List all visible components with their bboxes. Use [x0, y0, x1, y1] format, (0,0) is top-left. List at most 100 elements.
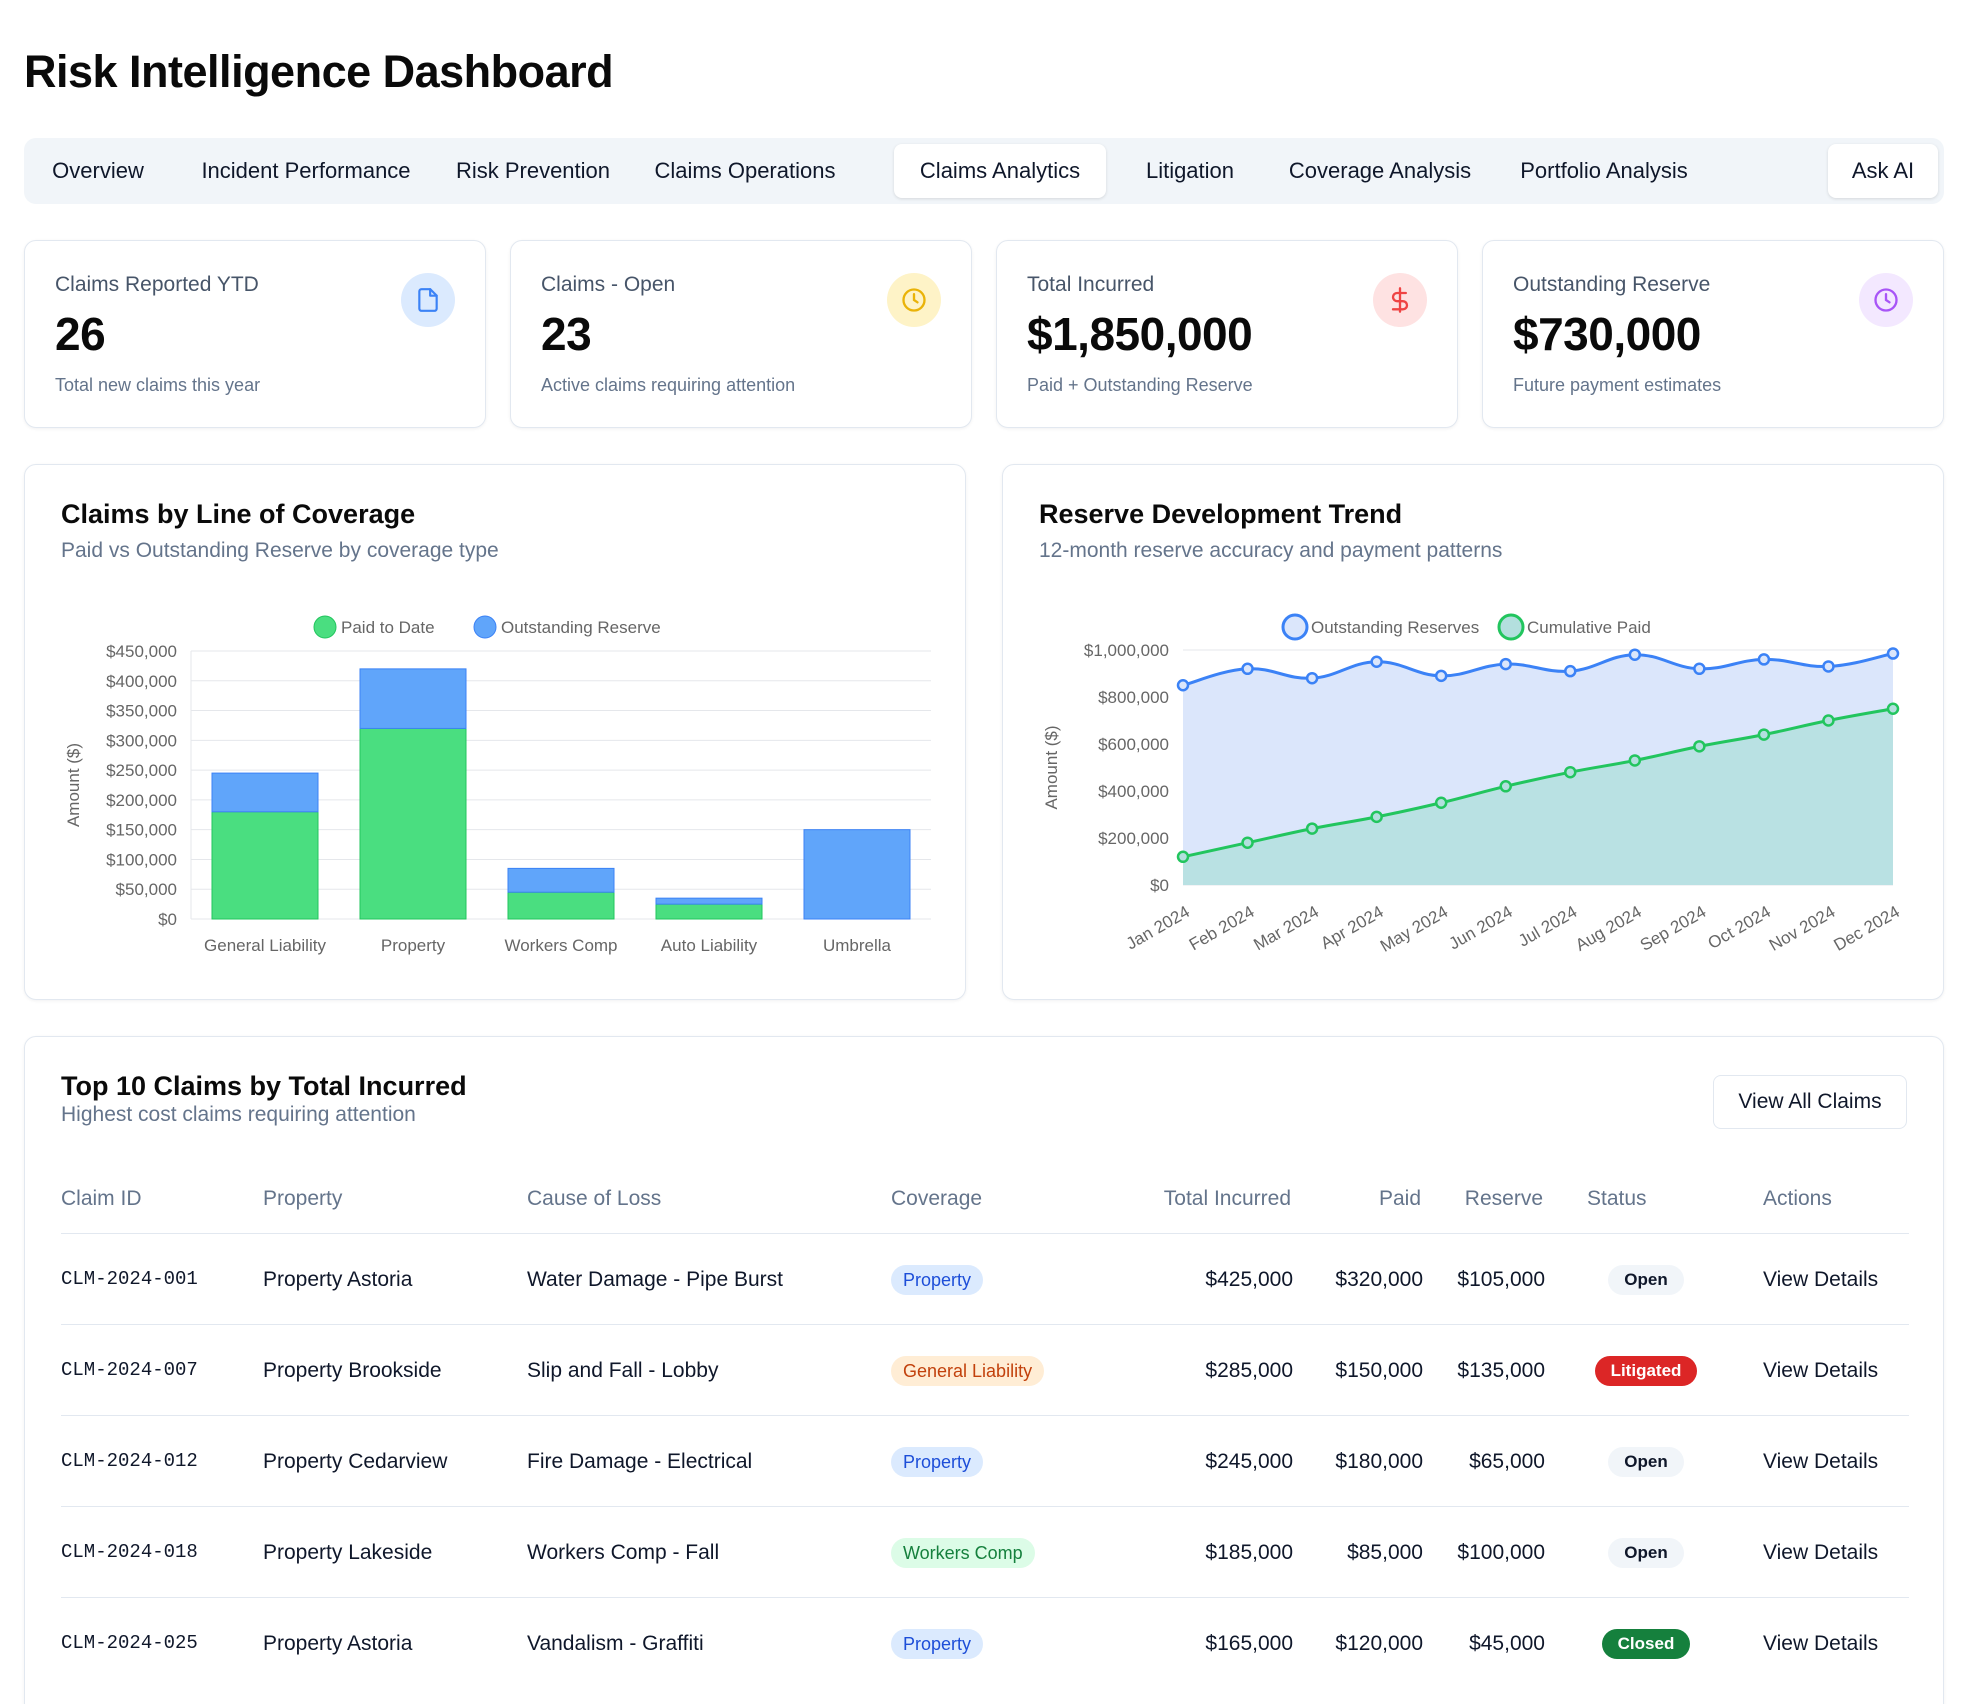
data-point [1693, 740, 1706, 753]
view-details-link[interactable]: View Details [1763, 1450, 1879, 1473]
data-point [1499, 780, 1512, 793]
y-tick-label: $200,000 [1098, 829, 1169, 848]
x-tick-label: Jul 2024 [1515, 902, 1580, 951]
legend-label: Cumulative Paid [1527, 618, 1651, 637]
data-point [1886, 647, 1900, 660]
coverage-badge: Property [891, 1629, 984, 1660]
property-name: Property Astoria [263, 1268, 413, 1291]
view-details-link[interactable]: View Details [1763, 1541, 1879, 1564]
tab-claims-operations[interactable]: Claims Operations [654, 158, 836, 183]
coverage-badge: Property [891, 1265, 984, 1296]
legend-label: Outstanding Reserve [501, 618, 661, 637]
table-row: CLM-2024-007 Property Brookside Slip and F… [61, 1324, 1909, 1415]
data-point [1499, 657, 1512, 671]
x-tick-label: Dec 2024 [1830, 902, 1903, 955]
tab-portfolio-analysis[interactable]: Portfolio Analysis [1520, 158, 1688, 183]
total-incurred: $165,000 [1205, 1632, 1293, 1655]
x-tick-label: Umbrella [823, 936, 892, 955]
y-axis-label: Amount ($) [64, 743, 83, 827]
kpi-value: $730,000 [1513, 308, 1701, 360]
reserve-amount: $45,000 [1469, 1632, 1545, 1655]
x-tick-label: Property [381, 936, 446, 955]
x-tick-label: Jun 2024 [1446, 902, 1516, 953]
data-point [1370, 655, 1383, 668]
kpi-card-claims-open: Claims - Open 23 Active claims requiring… [510, 240, 972, 428]
column-header-status: Status [1587, 1187, 1647, 1210]
view-details-link[interactable]: View Details [1763, 1359, 1879, 1382]
column-header-actions: Actions [1763, 1187, 1832, 1210]
area-cumulative-paid [1183, 708, 1893, 885]
paid-amount: $85,000 [1347, 1541, 1423, 1564]
tab-litigation[interactable]: Litigation [1145, 158, 1235, 183]
claim-id: CLM-2024-007 [61, 1359, 198, 1381]
status-badge: Open [1608, 1447, 1684, 1478]
total-incurred: $285,000 [1205, 1359, 1293, 1382]
data-point [1241, 836, 1254, 849]
chart-title: Reserve Development Trend [1039, 499, 1403, 529]
y-tick-label: $0 [1150, 876, 1169, 895]
x-tick-label: May 2024 [1377, 902, 1451, 956]
data-point [1241, 662, 1254, 676]
bar-outstanding-reserve [211, 772, 319, 813]
y-tick-label: $400,000 [106, 672, 177, 691]
kpi-card-total-incurred: Total Incurred $1,850,000 Paid + Outstan… [996, 240, 1458, 428]
chart-subtitle: Paid vs Outstanding Reserve by coverage … [61, 539, 499, 562]
chart-title: Claims by Line of Coverage [61, 499, 416, 529]
y-tick-label: $250,000 [106, 761, 177, 780]
claim-id: CLM-2024-018 [61, 1541, 198, 1563]
line-cumulative-paid [1182, 707, 1894, 859]
legend-swatch [1497, 613, 1525, 641]
y-tick-label: $800,000 [1098, 688, 1169, 707]
dollar-icon [1373, 273, 1427, 327]
tab-coverage-analysis[interactable]: Coverage Analysis [1288, 158, 1472, 183]
tab-incident-performance[interactable]: Incident Performance [201, 158, 411, 183]
bar-outstanding-reserve [507, 867, 615, 893]
tab-risk-prevention[interactable]: Risk Prevention [455, 158, 611, 183]
legend-label: Outstanding Reserves [1311, 618, 1479, 637]
status-badge: Closed [1601, 1629, 1691, 1660]
view-all-claims-button[interactable]: View All Claims [1713, 1075, 1907, 1129]
ask-ai-button[interactable]: Ask AI [1828, 144, 1938, 198]
column-header-reserve: Reserve [1464, 1187, 1543, 1210]
y-tick-label: $1,000,000 [1084, 641, 1169, 660]
chart-card-reserve-trend: Reserve Development Trend 12-month reser… [1002, 464, 1944, 1000]
bar-paid-to-date [507, 891, 615, 920]
chart-card-coverage: Claims by Line of Coverage Paid vs Outst… [24, 464, 966, 1000]
kpi-subtitle: Total new claims this year [55, 375, 261, 395]
tab-claims-analytics[interactable]: Claims Analytics [894, 144, 1106, 198]
reserve-amount: $65,000 [1469, 1450, 1545, 1473]
data-point [1822, 660, 1835, 673]
property-name: Property Astoria [263, 1632, 413, 1655]
paid-amount: $150,000 [1335, 1359, 1423, 1382]
kpi-label: Claims Reported YTD [55, 273, 259, 296]
bar-paid-to-date [211, 811, 319, 920]
chart-subtitle: 12-month reserve accuracy and payment pa… [1039, 539, 1503, 562]
view-details-link[interactable]: View Details [1763, 1632, 1879, 1655]
kpi-subtitle: Paid + Outstanding Reserve [1027, 375, 1253, 395]
data-point [1564, 664, 1577, 678]
y-tick-label: $50,000 [116, 880, 177, 899]
tab-bar: Overview Incident Performance Risk Preve… [24, 138, 1944, 204]
cause-of-loss: Slip and Fall - Lobby [527, 1359, 719, 1382]
y-tick-label: $150,000 [106, 821, 177, 840]
kpi-subtitle: Active claims requiring attention [541, 375, 796, 395]
x-tick-label: Auto Liability [661, 936, 758, 955]
table-row: CLM-2024-018 Property Lakeside Workers Com… [61, 1506, 1909, 1597]
x-tick-label: General Liability [204, 936, 326, 955]
legend-swatch [313, 615, 337, 639]
data-point [1757, 728, 1771, 741]
table-row: CLM-2024-001 Property Astoria Water Damage… [61, 1233, 1909, 1324]
x-tick-label: Aug 2024 [1572, 902, 1645, 955]
clock-icon [887, 273, 941, 327]
status-badge: Open [1608, 1538, 1684, 1569]
data-point [1564, 765, 1577, 779]
view-details-link[interactable]: View Details [1763, 1268, 1879, 1291]
tab-overview[interactable]: Overview [52, 158, 144, 183]
kpi-label: Total Incurred [1027, 273, 1155, 296]
data-point [1628, 648, 1642, 661]
total-incurred: $245,000 [1205, 1450, 1293, 1473]
cause-of-loss: Vandalism - Graffiti [527, 1632, 704, 1655]
property-name: Property Cedarview [263, 1450, 448, 1473]
legend-swatch [473, 615, 497, 639]
claim-id: CLM-2024-001 [61, 1268, 198, 1290]
